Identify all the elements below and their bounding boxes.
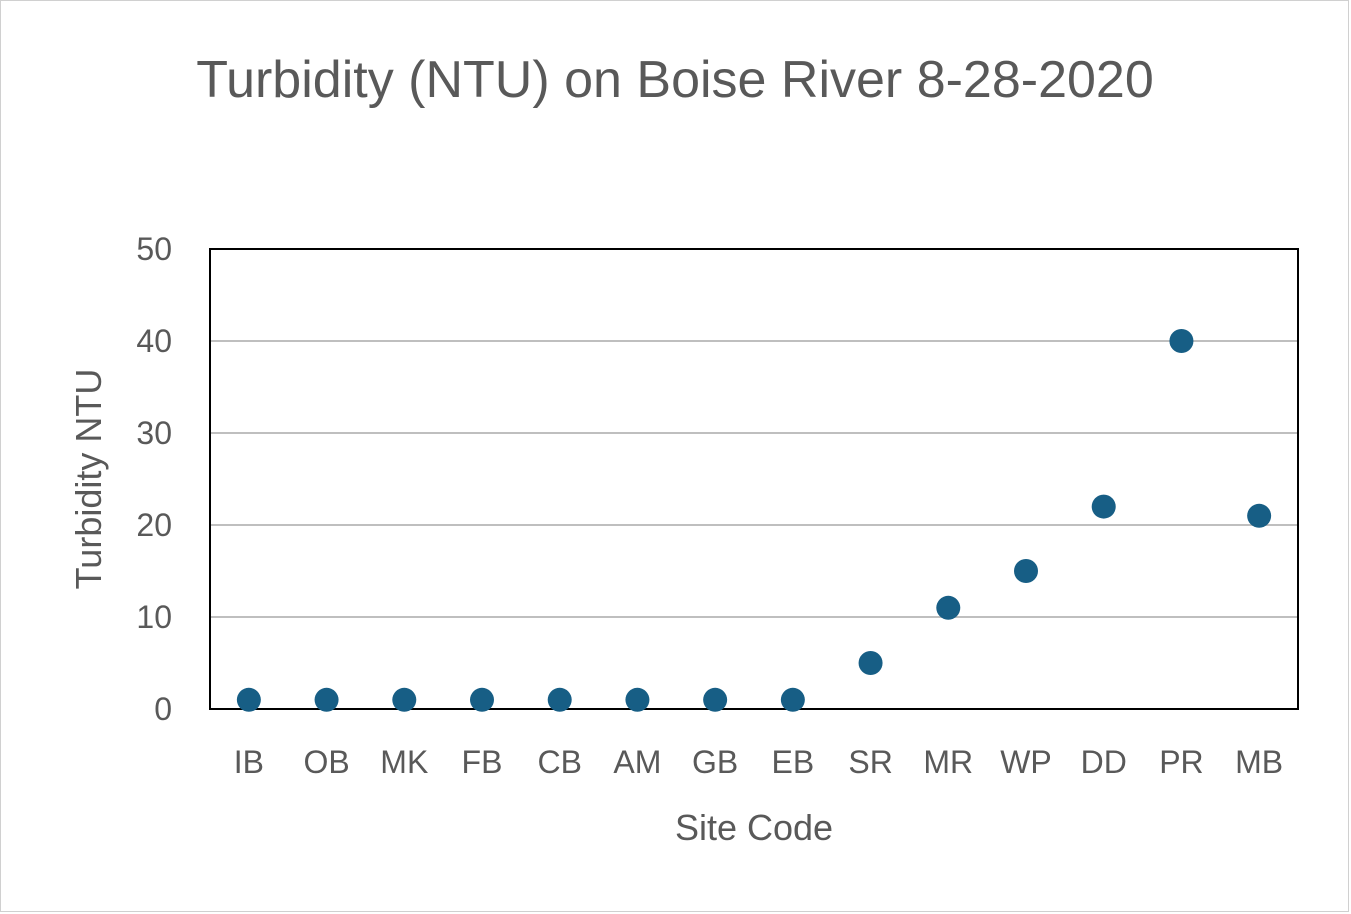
y-tick-label: 50	[136, 231, 172, 267]
y-axis-title: Turbidity NTU	[68, 369, 109, 590]
data-point	[780, 687, 805, 712]
data-point	[1091, 494, 1116, 519]
x-tick-label: IB	[234, 744, 264, 780]
x-tick-label: GB	[692, 744, 738, 780]
data-point	[1247, 503, 1272, 528]
data-point	[314, 687, 339, 712]
data-point	[392, 687, 417, 712]
data-point	[236, 687, 261, 712]
x-tick-label: FB	[462, 744, 503, 780]
x-tick-label: MR	[923, 744, 973, 780]
data-point	[703, 687, 728, 712]
data-point	[936, 595, 961, 620]
data-point	[470, 687, 494, 712]
x-tick-label: DD	[1081, 744, 1127, 780]
y-tick-label: 10	[136, 599, 172, 635]
x-tick-label: AM	[613, 744, 661, 780]
x-tick-label: OB	[303, 744, 349, 780]
x-tick-label: MK	[380, 744, 428, 780]
y-tick-label: 30	[136, 415, 172, 451]
y-axis-ticks: 0 10 20 30 40 50	[136, 231, 172, 727]
data-point	[625, 687, 650, 712]
y-tick-label: 40	[136, 323, 172, 359]
plot-area-border	[209, 248, 1299, 710]
x-tick-label: PR	[1159, 744, 1203, 780]
x-axis-title: Site Code	[675, 807, 833, 848]
data-point	[1014, 559, 1038, 583]
data-point	[547, 687, 572, 712]
chart-title: Turbidity (NTU) on Boise River 8-28-2020	[196, 51, 1154, 109]
data-point	[858, 651, 883, 675]
x-tick-label: CB	[537, 744, 581, 780]
x-tick-label: MB	[1235, 744, 1283, 780]
x-tick-label: EB	[772, 744, 815, 780]
x-tick-label: WP	[1000, 744, 1052, 780]
y-tick-label: 0	[154, 691, 172, 727]
y-tick-label: 20	[136, 507, 172, 543]
data-point	[1169, 329, 1194, 353]
data-points	[236, 329, 1272, 712]
gridlines	[210, 340, 1298, 618]
x-tick-label: SR	[848, 744, 892, 780]
x-axis-ticks: IB OB MK FB CB AM GB EB SR MR WP DD PR MB	[234, 744, 1283, 780]
